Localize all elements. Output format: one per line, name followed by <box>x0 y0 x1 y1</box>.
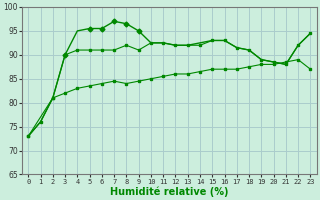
X-axis label: Humidité relative (%): Humidité relative (%) <box>110 186 228 197</box>
